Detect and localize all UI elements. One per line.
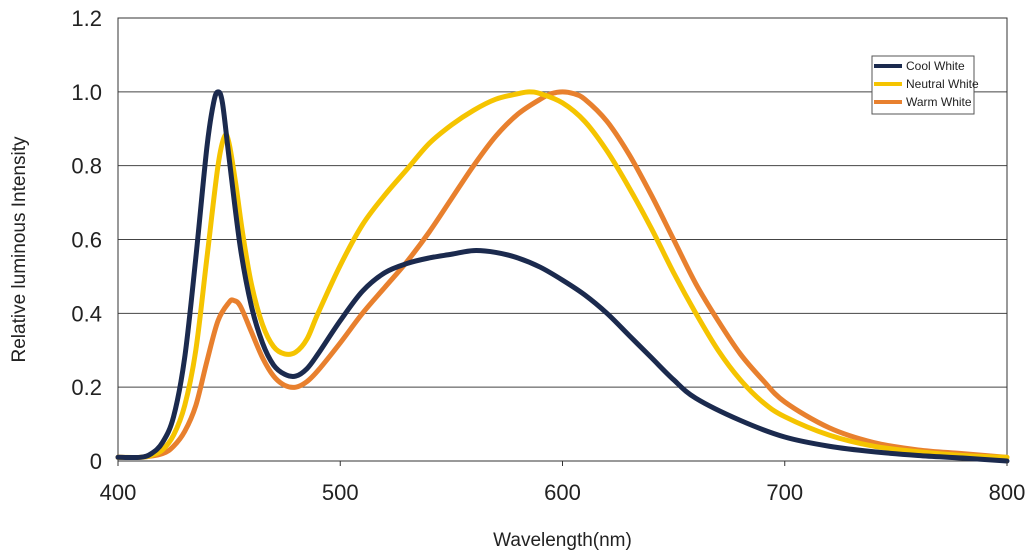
y-axis-tick-labels: 0 0.2 0.4 0.6 0.8 1.0 1.2 <box>71 6 102 474</box>
legend-label-neutral-white: Neutral White <box>906 77 979 91</box>
y-tick-label: 1.2 <box>71 6 102 31</box>
x-axis-tick-labels: 400 500 600 700 800 <box>100 461 1026 505</box>
x-tick-label: 700 <box>766 480 803 505</box>
y-tick-label: 1.0 <box>71 80 102 105</box>
x-axis-title: Wavelength(nm) <box>493 530 632 551</box>
legend-label-cool-white: Cool White <box>906 59 965 73</box>
grid-lines <box>118 91 1007 388</box>
y-tick-label: 0.2 <box>71 375 102 400</box>
x-tick-label: 800 <box>989 480 1026 505</box>
y-tick-label: 0 <box>90 449 102 474</box>
y-tick-label: 0.8 <box>71 154 102 179</box>
series-line-cool-white <box>115 89 1010 464</box>
y-tick-label: 0.4 <box>71 301 102 326</box>
series-line-warm-white <box>115 89 1010 461</box>
y-axis-title: Relative luminous Intensity <box>9 136 30 362</box>
legend: Cool White Neutral White Warm White <box>871 55 979 115</box>
x-tick-label: 400 <box>100 480 137 505</box>
x-tick-label: 600 <box>544 480 581 505</box>
legend-label-warm-white: Warm White <box>906 95 972 109</box>
series-line-neutral-white <box>115 89 1010 460</box>
series-lines <box>115 89 1010 464</box>
y-tick-label: 0.6 <box>71 228 102 253</box>
x-tick-label: 500 <box>322 480 359 505</box>
